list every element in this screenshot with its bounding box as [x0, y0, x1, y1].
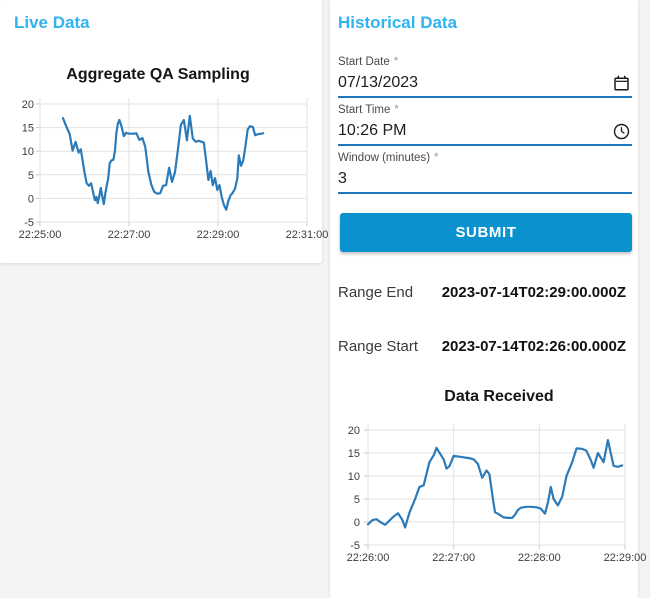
data-received-chart-title: Data Received — [444, 388, 554, 405]
series-line — [61, 114, 265, 211]
y-tick-label: -5 — [24, 217, 34, 229]
window-minutes-label-text: Window (minutes) — [338, 152, 431, 164]
y-tick-label: 10 — [22, 146, 34, 158]
y-tick-label: 0 — [28, 193, 34, 205]
start-date-label: Start Date * — [338, 55, 632, 70]
data-received-chart: -5 0 5 10 15 20 22:26:00 22:27:00 22:28:00 22:29:… — [347, 424, 646, 564]
start-date-input[interactable] — [338, 72, 598, 93]
historical-data-panel: Historical Data Start Date* Start Time* — [330, 0, 646, 598]
range-start-row: Range Start 2023-07-14T02:26:00.000Z — [338, 338, 626, 355]
y-tick-label: 15 — [22, 123, 34, 135]
series-line — [366, 438, 624, 529]
x-tick-label: 22:29:00 — [197, 229, 240, 241]
x-tick-label: 22:25:00 — [19, 229, 62, 241]
y-tick-label: 20 — [348, 425, 360, 437]
y-tick-label: 15 — [348, 448, 360, 460]
window-minutes-field[interactable]: Window (minutes) * — [338, 151, 632, 194]
start-time-underline — [338, 144, 632, 146]
y-tick-label: -5 — [350, 540, 360, 552]
x-tick-label: 22:28:00 — [518, 552, 561, 564]
x-tick-label: 22:26:00 — [347, 552, 390, 564]
range-end-value: 2023-07-14T02:29:00.000Z — [441, 284, 626, 301]
window-minutes-label: Window (minutes) * — [338, 151, 632, 166]
calendar-icon[interactable] — [613, 75, 630, 92]
required-asterisk: * — [394, 104, 399, 116]
start-date-label-text: Start Date — [338, 56, 390, 68]
clock-icon[interactable] — [613, 123, 630, 140]
start-time-label-text: Start Time — [338, 104, 391, 116]
historical-data-heading: Historical Data — [338, 13, 458, 32]
x-tick-label: 22:29:00 — [604, 552, 647, 564]
start-time-field[interactable]: Start Time * — [338, 103, 632, 146]
range-start-value: 2023-07-14T02:26:00.000Z — [441, 338, 626, 355]
live-data-heading: Live Data — [14, 13, 90, 32]
live-data-panel: Live Data Aggregate QA Sampling -5 0 5 10 15… — [0, 0, 328, 263]
live-chart: -5 0 5 10 15 20 22:25:00 22:27:00 22:29:00 22:31:… — [19, 98, 328, 241]
y-tick-label: 10 — [348, 471, 360, 483]
range-start-label: Range Start — [338, 338, 419, 355]
start-time-label: Start Time * — [338, 103, 632, 118]
x-tick-label: 22:31:00 — [286, 229, 329, 241]
submit-button[interactable]: SUBMIT — [340, 213, 632, 252]
x-tick-label: 22:27:00 — [432, 552, 475, 564]
start-date-field[interactable]: Start Date * — [338, 55, 632, 98]
y-tick-label: 5 — [354, 494, 360, 506]
x-tick-label: 22:27:00 — [108, 229, 151, 241]
window-minutes-underline — [338, 192, 632, 194]
y-tick-label: 5 — [28, 170, 34, 182]
range-end-row: Range End 2023-07-14T02:29:00.000Z — [338, 284, 626, 301]
required-asterisk: * — [393, 56, 399, 68]
window-minutes-input[interactable] — [338, 168, 598, 189]
start-date-underline — [338, 96, 632, 98]
range-end-label: Range End — [338, 284, 414, 301]
live-chart-title: Aggregate QA Sampling — [66, 66, 250, 83]
y-tick-label: 20 — [22, 99, 34, 111]
start-time-input[interactable] — [338, 120, 598, 141]
required-asterisk: * — [434, 152, 439, 164]
y-tick-label: 0 — [354, 517, 360, 529]
